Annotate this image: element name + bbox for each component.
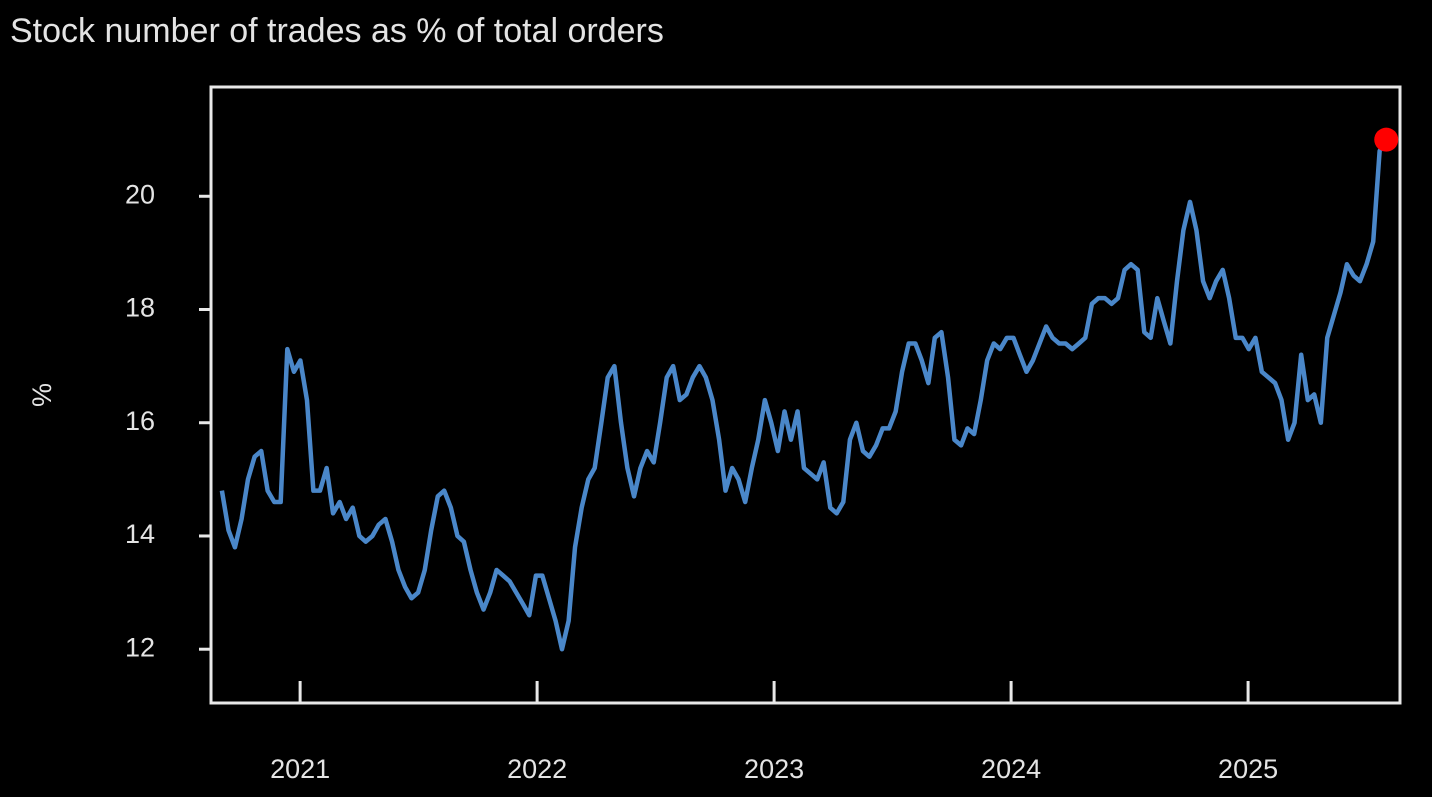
y-tick-label: 16: [125, 406, 155, 436]
x-tick-label: 2025: [1218, 754, 1278, 784]
x-tick-label: 2024: [981, 754, 1041, 784]
y-axis-label: %: [27, 383, 57, 407]
x-tick-label: 2021: [270, 754, 330, 784]
plot-frame: [209, 85, 1402, 705]
data-line: [219, 138, 1389, 652]
chart-title: Stock number of trades as % of total ord…: [10, 12, 664, 50]
x-tick-label: 2022: [507, 754, 567, 784]
y-tick-label: 20: [125, 179, 155, 209]
x-tick-label: 2023: [744, 754, 804, 784]
y-tick-label: 18: [125, 293, 155, 323]
y-tick-label: 12: [125, 632, 155, 662]
y-tick-label: 14: [125, 519, 155, 549]
end-marker: [1374, 127, 1399, 152]
